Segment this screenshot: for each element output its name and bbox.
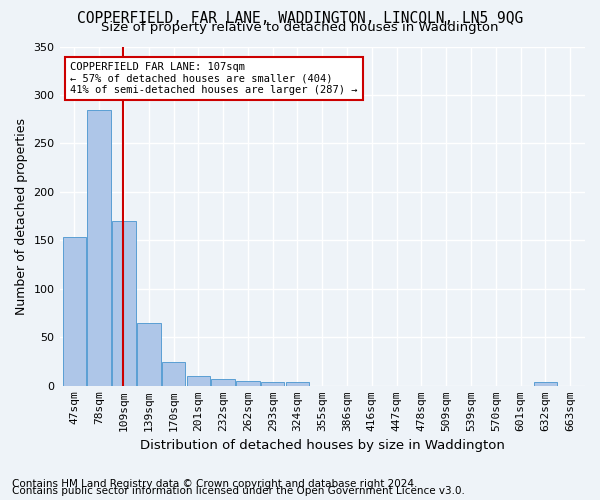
- Bar: [137, 323, 161, 386]
- X-axis label: Distribution of detached houses by size in Waddington: Distribution of detached houses by size …: [140, 440, 505, 452]
- Text: COPPERFIELD, FAR LANE, WADDINGTON, LINCOLN, LN5 9QG: COPPERFIELD, FAR LANE, WADDINGTON, LINCO…: [77, 11, 523, 26]
- Text: Contains public sector information licensed under the Open Government Licence v3: Contains public sector information licen…: [12, 486, 465, 496]
- Bar: [236, 381, 260, 386]
- Bar: [162, 362, 185, 386]
- Y-axis label: Number of detached properties: Number of detached properties: [15, 118, 28, 314]
- Bar: [211, 379, 235, 386]
- Bar: [88, 110, 111, 386]
- Bar: [261, 382, 284, 386]
- Bar: [286, 382, 309, 386]
- Text: COPPERFIELD FAR LANE: 107sqm
← 57% of detached houses are smaller (404)
41% of s: COPPERFIELD FAR LANE: 107sqm ← 57% of de…: [70, 62, 358, 95]
- Text: Size of property relative to detached houses in Waddington: Size of property relative to detached ho…: [101, 22, 499, 35]
- Bar: [62, 238, 86, 386]
- Bar: [112, 221, 136, 386]
- Text: Contains HM Land Registry data © Crown copyright and database right 2024.: Contains HM Land Registry data © Crown c…: [12, 479, 418, 489]
- Bar: [187, 376, 210, 386]
- Bar: [533, 382, 557, 386]
